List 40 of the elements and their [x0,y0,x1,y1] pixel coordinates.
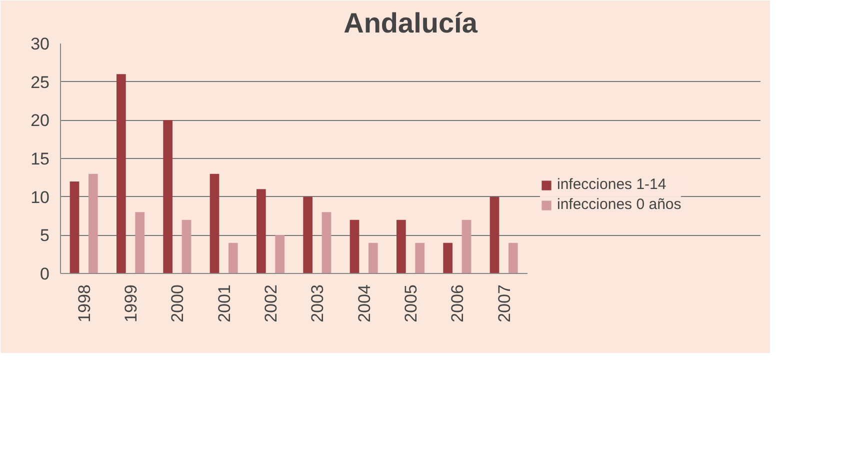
x-tick-label: 2005 [402,284,420,322]
y-tick-label: 30 [30,34,50,54]
y-tick-label: 25 [30,72,50,92]
chart-title: Andalucía [344,8,478,38]
bar [508,242,518,274]
y-tick-label: 5 [40,226,50,246]
y-tick-label: 15 [30,150,50,168]
y-tick-label: 10 [30,188,50,207]
bar [396,220,406,274]
x-tick-label: 2002 [262,284,280,322]
bar [116,74,126,274]
bar [210,174,220,274]
bar [368,242,378,274]
bar [163,120,172,274]
bar [443,242,452,274]
legend-label: infecciones 0 años [557,196,682,213]
x-tick-label: 1998 [74,284,94,322]
y-tick-label: 20 [30,111,50,130]
x-tick-label: 2001 [214,284,234,322]
bar [322,212,332,274]
legend-label: infecciones 1-14 [557,176,666,193]
bar [88,174,98,274]
x-tick-label: 2007 [494,284,514,322]
bar [256,189,266,274]
bar [462,220,472,274]
bar [350,220,360,274]
bar [135,212,144,274]
x-tick-label: 2000 [168,284,188,322]
bar [415,242,424,274]
x-tick-label: 2003 [308,284,328,322]
x-tick-label: 2004 [354,284,374,322]
bar [70,182,80,274]
bar [182,220,192,274]
y-tick-label: 0 [40,264,50,284]
bar [228,242,238,274]
x-tick-label: 1999 [122,284,140,322]
bar [275,235,284,274]
bar [303,196,312,274]
bar [490,196,500,274]
x-tick-label: 2006 [448,284,468,322]
